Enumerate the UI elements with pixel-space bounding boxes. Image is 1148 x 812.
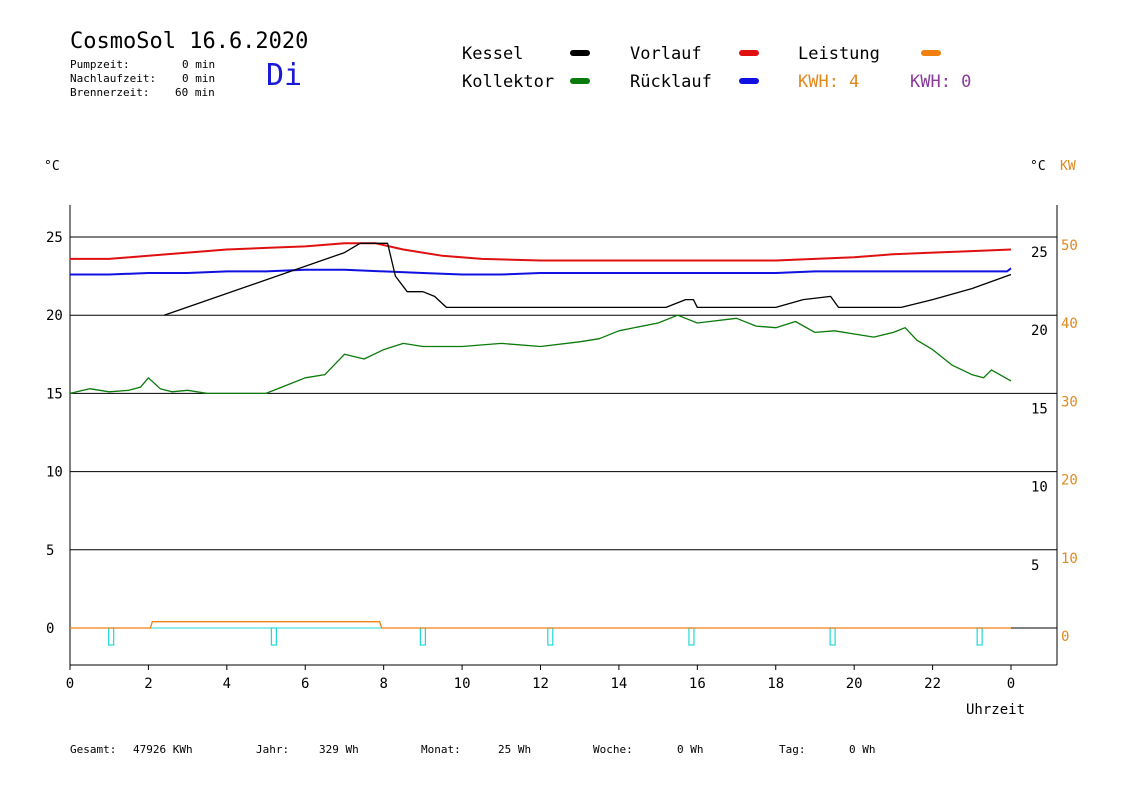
- y-axis-label-left: °C: [44, 159, 60, 174]
- y-axis-label-kw: KW: [1060, 159, 1076, 174]
- x-tick-6: 12: [532, 676, 549, 692]
- footer-jahr-label: Jahr:: [256, 743, 290, 756]
- y-axis-label-right: °C: [1030, 159, 1046, 174]
- y-tick-left-0: 0: [46, 621, 54, 637]
- y-tick-right-20: 20: [1031, 323, 1048, 339]
- stat-pumpzeit-label: Pumpzeit:: [70, 58, 130, 71]
- stat-brennerzeit-label: Brennerzeit:: [70, 86, 150, 99]
- x-tick-10: 20: [846, 676, 863, 692]
- stat-brennerzeit-value: 60 min: [175, 86, 215, 99]
- legend-vorlauf-swatch: [739, 50, 759, 56]
- legend-ruecklauf-swatch: [739, 78, 759, 84]
- x-tick-4: 8: [379, 676, 387, 692]
- legend-kollektor-swatch: [570, 78, 590, 84]
- footer-monat-value: 25 Wh: [498, 743, 532, 756]
- series-kollektor: [69, 314, 1012, 395]
- footer-woche-label: Woche:: [593, 743, 633, 756]
- pump-pulse-4: [688, 627, 695, 646]
- x-tick-5: 10: [454, 676, 471, 692]
- y-tick-left-10: 10: [46, 465, 63, 481]
- legend-leistung-swatch: [921, 50, 941, 56]
- x-tick-12: 0: [1007, 676, 1015, 692]
- weekday-label: Di: [266, 58, 303, 93]
- footer-tag-value: 0 Wh: [849, 743, 876, 756]
- legend-kollektor-label: Kollektor: [462, 72, 555, 92]
- series-kessel: [163, 242, 1012, 316]
- legend-kwh-2: KWH: 0: [910, 72, 972, 92]
- y-tick-left-20: 20: [46, 308, 63, 324]
- x-axis-label: Uhrzeit: [966, 702, 1025, 718]
- x-tick-3: 6: [301, 676, 309, 692]
- pump-pulse-3: [547, 627, 554, 646]
- x-tick-9: 18: [767, 676, 784, 692]
- y-tick-right-25: 25: [1031, 245, 1048, 261]
- x-tick-8: 16: [689, 676, 706, 692]
- y-tick-kw-40: 40: [1061, 316, 1078, 332]
- x-tick-0: 0: [66, 676, 74, 692]
- y-tick-right-10: 10: [1031, 480, 1048, 496]
- stat-nachlaufzeit-value: 0 min: [182, 72, 216, 85]
- y-tick-right-15: 15: [1031, 401, 1048, 417]
- footer-monat-label: Monat:: [421, 743, 461, 756]
- footer-gesamt-label: Gesamt:: [70, 743, 117, 756]
- chart-title: CosmoSol 16.6.2020: [70, 29, 309, 54]
- legend-kwh-1: KWH: 4: [798, 72, 860, 92]
- pump-pulse-0: [108, 627, 115, 646]
- series-ruecklauf: [70, 267, 1012, 276]
- x-tick-1: 2: [144, 676, 152, 692]
- y-tick-kw-10: 10: [1061, 551, 1078, 567]
- legend-ruecklauf-label: Rücklauf: [630, 72, 712, 92]
- y-tick-left-25: 25: [46, 230, 63, 246]
- legend-leistung-label: Leistung: [798, 44, 880, 64]
- stat-pumpzeit-value: 0 min: [182, 58, 216, 71]
- legend-kessel-label: Kessel: [462, 44, 524, 64]
- y-tick-kw-0: 0: [1061, 629, 1069, 645]
- pump-pulse-1: [270, 627, 277, 646]
- legend-vorlauf-label: Vorlauf: [630, 44, 702, 64]
- x-tick-11: 22: [924, 676, 941, 692]
- footer-tag-label: Tag:: [779, 743, 806, 756]
- stat-nachlaufzeit-label: Nachlaufzeit:: [70, 72, 157, 85]
- series-vorlauf: [70, 242, 1012, 262]
- pump-pulse-6: [976, 627, 983, 646]
- y-tick-left-15: 15: [46, 386, 63, 402]
- y-tick-left-5: 5: [46, 543, 54, 559]
- pump-pulse-5: [829, 627, 836, 646]
- series-leistung: [70, 621, 1011, 629]
- y-tick-right-5: 5: [1031, 558, 1039, 574]
- x-tick-2: 4: [223, 676, 231, 692]
- y-tick-kw-50: 50: [1061, 238, 1078, 254]
- footer-woche-value: 0 Wh: [677, 743, 704, 756]
- pump-pulse-2: [419, 627, 426, 646]
- y-tick-kw-20: 20: [1061, 473, 1078, 489]
- footer-gesamt-value: 47926 KWh: [133, 743, 193, 756]
- legend-kessel-swatch: [570, 50, 590, 56]
- x-tick-7: 14: [610, 676, 627, 692]
- footer-jahr-value: 329 Wh: [319, 743, 359, 756]
- y-tick-kw-30: 30: [1061, 394, 1078, 410]
